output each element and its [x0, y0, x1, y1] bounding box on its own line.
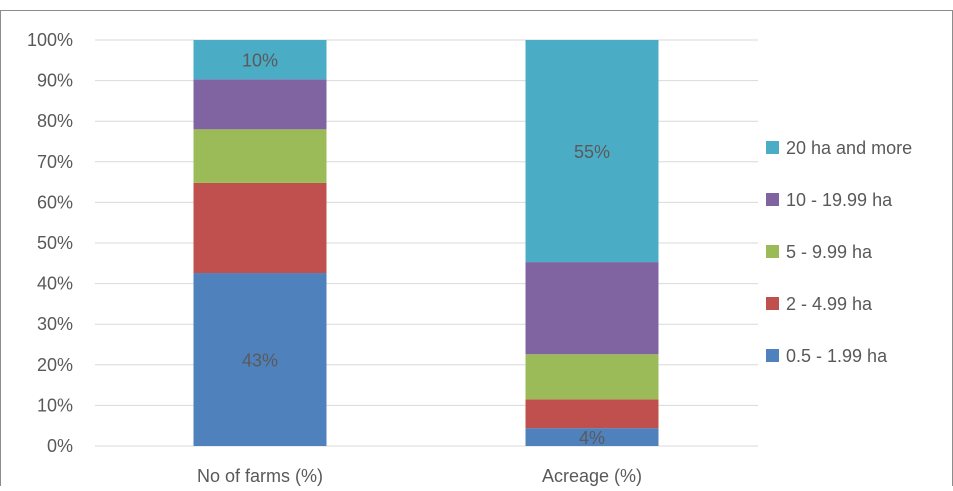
bar-segment — [193, 273, 327, 446]
y-tick-label: 100% — [27, 30, 73, 50]
y-tick-label: 70% — [37, 152, 73, 172]
bar-segment — [525, 399, 659, 429]
bar-segment — [193, 79, 327, 130]
data-label: 4% — [579, 428, 605, 448]
bars — [193, 40, 659, 446]
legend: 20 ha and more 10 - 19.99 ha 5 - 9.99 ha 2 … — [766, 138, 912, 366]
y-tick-label: 50% — [37, 233, 73, 253]
legend-swatch — [766, 193, 779, 206]
x-category-label: No of farms (%) — [197, 466, 323, 486]
bar-segment — [193, 129, 327, 183]
x-category-label: Acreage (%) — [542, 466, 642, 486]
bar-segment — [525, 262, 659, 355]
legend-label: 20 ha and more — [786, 138, 912, 158]
legend-label: 0.5 - 1.99 ha — [786, 346, 888, 366]
y-tick-label: 0% — [47, 436, 73, 456]
bar-segment — [525, 354, 659, 400]
legend-swatch — [766, 141, 779, 154]
y-tick-label: 40% — [37, 274, 73, 294]
y-tick-label: 90% — [37, 71, 73, 91]
legend-swatch — [766, 297, 779, 310]
y-tick-label: 30% — [37, 314, 73, 334]
y-tick-label: 20% — [37, 355, 73, 375]
data-labels: 43% 10% 4% 55% — [242, 51, 610, 448]
legend-label: 5 - 9.99 ha — [786, 242, 873, 262]
data-label: 55% — [574, 142, 610, 162]
legend-label: 10 - 19.99 ha — [786, 190, 893, 210]
bar-segment — [193, 182, 327, 274]
x-axis-categories: No of farms (%) Acreage (%) — [197, 466, 642, 486]
legend-swatch — [766, 349, 779, 362]
legend-swatch — [766, 245, 779, 258]
legend-label: 2 - 4.99 ha — [786, 294, 873, 314]
data-label: 10% — [242, 51, 278, 71]
bar-segment — [525, 40, 659, 263]
bar-segment — [525, 428, 659, 446]
y-tick-label: 60% — [37, 192, 73, 212]
data-label: 43% — [242, 351, 278, 371]
y-tick-label: 10% — [37, 395, 73, 415]
bar-segment — [193, 40, 327, 80]
y-tick-label: 80% — [37, 111, 73, 131]
y-axis-ticks: 0% 10% 20% 30% 40% 50% 60% 70% 80% 90% 100% — [27, 30, 73, 456]
